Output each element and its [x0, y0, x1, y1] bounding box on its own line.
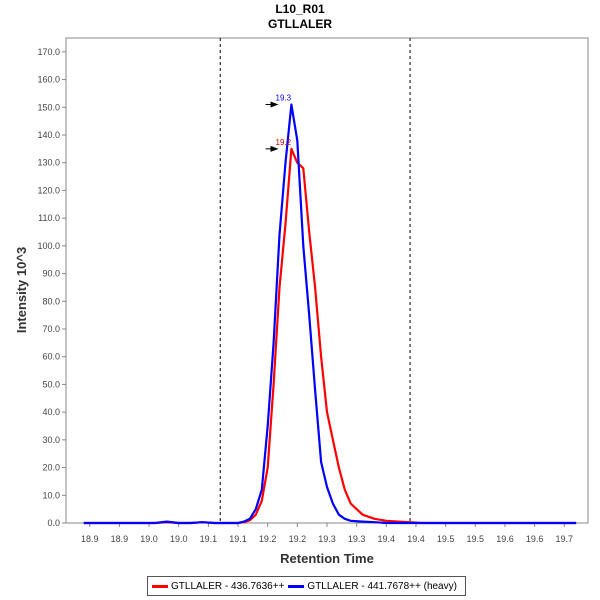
- y-tick-label: 60.0: [42, 352, 60, 362]
- series-lines: [83, 103, 577, 525]
- peak-boundaries: [219, 38, 411, 523]
- x-tick-label: 19.5: [437, 534, 455, 544]
- y-axis: 0.0 10.0 20.0 30.0 40.0 50.0 60.0 70.0 80.0 90.0 1…: [37, 47, 66, 528]
- x-tick-label: 19.4: [378, 534, 396, 544]
- x-tick-label: 19.0: [140, 534, 158, 544]
- legend-swatch-heavy: [288, 584, 305, 588]
- y-tick-label: 130.0: [37, 158, 60, 168]
- peak-annotations: 19.3 19.2: [265, 94, 292, 152]
- x-tick-label: 19.2: [289, 534, 307, 544]
- y-tick-label: 150.0: [37, 102, 60, 112]
- x-tick-label: 19.5: [467, 534, 485, 544]
- peak-label: 19.2: [276, 138, 292, 147]
- plot-area: [65, 37, 589, 524]
- x-tick-label: 19.2: [259, 534, 277, 544]
- x-tick-label: 18.9: [81, 534, 99, 544]
- x-tick-label: 19.0: [170, 534, 188, 544]
- series-line-light: [83, 147, 577, 525]
- peak-arrow-head: [270, 145, 279, 152]
- legend-swatch-light: [152, 584, 168, 588]
- y-tick-label: 50.0: [42, 379, 60, 389]
- y-axis-title: Intensity 10^3: [14, 247, 29, 333]
- y-tick-label: 170.0: [37, 47, 60, 57]
- x-tick-label: 19.3: [348, 534, 366, 544]
- y-tick-label: 20.0: [42, 463, 60, 473]
- x-axis-title: Retention Time: [280, 551, 374, 566]
- x-tick-label: 19.7: [556, 534, 574, 544]
- legend-label-heavy: GTLLALER - 441.7678++ (heavy): [307, 580, 457, 592]
- x-tick-label: 19.1: [200, 534, 218, 544]
- series-line-heavy: [83, 103, 577, 525]
- y-tick-label: 40.0: [42, 407, 60, 417]
- peak-arrow-head: [270, 101, 279, 108]
- legend-label-light: GTLLALER - 436.7636++: [171, 580, 285, 592]
- x-tick-label: 19.4: [407, 534, 425, 544]
- x-tick-label: 19.3: [318, 534, 336, 544]
- y-tick-label: 70.0: [42, 324, 60, 334]
- legend-item-heavy: GTLLALER - 441.7678++ (heavy): [288, 581, 457, 592]
- y-tick-label: 120.0: [37, 185, 60, 195]
- y-tick-label: 30.0: [42, 435, 60, 445]
- y-tick-label: 90.0: [42, 269, 60, 279]
- chart-subtitle: GTLLALER: [268, 17, 332, 31]
- peak-label: 19.3: [276, 94, 292, 103]
- x-tick-label: 18.9: [111, 534, 129, 544]
- x-tick-label: 19.6: [496, 534, 514, 544]
- y-tick-label: 160.0: [37, 75, 60, 85]
- y-tick-label: 0.0: [47, 518, 60, 528]
- y-tick-label: 140.0: [37, 130, 60, 140]
- y-tick-label: 100.0: [37, 241, 60, 251]
- chart-title: L10_R01: [275, 2, 325, 16]
- x-tick-label: 19.6: [526, 534, 544, 544]
- y-tick-label: 110.0: [38, 213, 60, 223]
- y-tick-label: 10.0: [42, 490, 60, 500]
- x-tick-label: 19.1: [229, 534, 247, 544]
- legend: GTLLALER - 436.7636++ GTLLALER - 441.767…: [147, 576, 466, 596]
- legend-item-light: GTLLALER - 436.7636++: [152, 581, 284, 592]
- x-axis: 18.9 18.9 19.0 19.0 19.1 19.1 19.2 19.2 19.3 19.3…: [81, 523, 573, 544]
- y-tick-label: 80.0: [42, 296, 60, 306]
